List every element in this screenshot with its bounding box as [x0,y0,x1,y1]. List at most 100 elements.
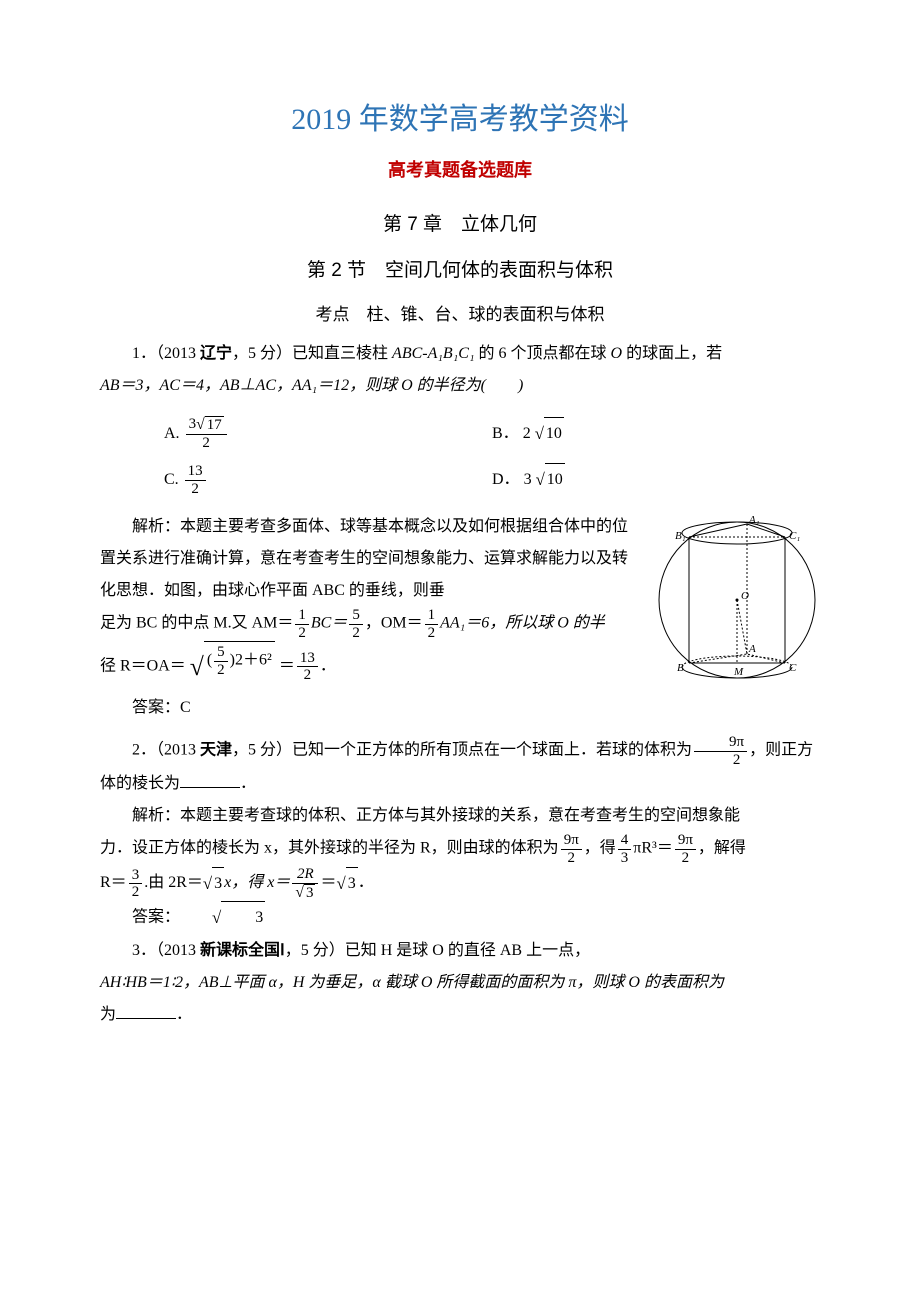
q1-analysis-p1: 解析：本题主要考查多面体、球等基本概念以及如何根据组合体中的位置关系进行准确计算… [100,511,640,607]
topic-heading: 考点 柱、锥、台、球的表面积与体积 [100,298,820,332]
q2-r: 32 [129,867,143,901]
opt-b-label: B． [492,418,519,450]
opt-c-den: 2 [185,481,206,498]
v-d: 2 [561,850,582,867]
opt-c-frac: 13 2 [185,463,206,497]
q2-l3-m1: .由 2R＝ [144,874,203,891]
q2-analysis-p3: R＝32.由 2R＝√3x，得 x＝2R√3＝√3． [100,866,820,901]
q1-analysis-wrap: 解析：本题主要考查多面体、球等基本概念以及如何根据组合体中的位置关系进行准确计算… [100,511,820,607]
bc-d: 2 [349,625,363,642]
q1-m3: AA₁＝6，所以球 O 的半 [440,615,605,632]
lbl-c: C [789,662,797,674]
am-frac: 12 [295,607,309,641]
q3-stem-l3: 为． [100,999,820,1031]
lbl-o: O [741,590,749,602]
q1-option-a: A. 3√17 2 [164,416,492,451]
q1-options: A. 3√17 2 B． 2√10 C. 13 2 D． 3√10 [100,410,820,503]
main-title: 2019 年数学高考教学资料 [100,90,820,150]
xfd: √3 [292,884,318,902]
q2-m2: πR³＝ [633,840,673,857]
q3-stem-l1: 3．（2013 新课标全国Ⅰ，5 分）已知 H 是球 O 的直径 AB 上一点， [100,935,820,967]
q1-option-c: C. 13 2 [164,463,492,497]
bc-n: 5 [349,607,363,625]
q1-option-d: D． 3√10 [492,463,820,497]
q2-l3-pre: R＝ [100,874,127,891]
q2-xf: 2R√3 [292,866,318,901]
q3-stem-l2: AH∶HB＝1∶2，AB⊥平面 α，H 为垂足，α 截球 O 所得截面的面积为 … [100,967,820,999]
om-d: 2 [425,625,439,642]
q1-a2-pre: 足为 BC 的中点 M.又 AM＝ [100,615,293,632]
q1-O: O [611,345,623,362]
om-frac: 12 [425,607,439,641]
s3a: √3 [203,867,224,901]
opt-d-label: D． [492,464,520,496]
q2-vf: 9π2 [561,832,582,866]
chapter-heading: 第 7 章 立体几何 [100,206,820,244]
lbl-m: M [733,666,744,678]
q2-ans-v: 3 [221,901,265,934]
opt-c-label: C. [164,464,179,496]
analysis-label: 解析： [132,518,180,535]
q1-given: AB＝3，AC＝4，AB⊥AC，AA₁＝12，则球 O 的半径为( ) [100,370,820,402]
q1-source: 辽宁 [200,345,232,362]
pow: 2＋6² [235,652,272,669]
opt-a-frac: 3√17 2 [186,416,227,451]
q1-prism: ABC-A₁B₁C₁ [392,345,474,362]
q2-l3-end: ． [358,874,374,891]
q2-pre: 2．（2013 [132,742,200,759]
q2-ana-label: 解析： [132,807,180,824]
eq-n: 13 [297,650,318,668]
if-d: 2 [214,662,228,679]
q1-answer: 答案：C [100,692,820,724]
am-d: 2 [295,625,309,642]
q2-m1: ，得 [584,840,616,857]
q2-ans-sqrt: √3 [180,901,265,935]
v2d: 2 [675,850,696,867]
rn: 3 [129,867,143,885]
rd: 2 [129,884,143,901]
q2-ans-label: 答案： [132,909,180,926]
sphere-prism-diagram: A₁ B₁ C₁ O A B C M [655,515,820,685]
inner-frac: 52 [214,644,228,678]
vf-n: 9π [694,734,747,752]
q1-given-text: AB＝3，AC＝4，AB⊥AC，AA₁＝12，则球 O 的半径为( ) [100,377,523,394]
lbl-a1: A₁ [748,515,760,526]
if-n: 5 [214,644,228,662]
q2-m3: ，解得 [698,840,746,857]
q2-v2: 9π2 [675,832,696,866]
s3av: 3 [212,867,224,900]
q3-l2: AH∶HB＝1∶2，AB⊥平面 α，H 为垂足，α 截球 O 所得截面的面积为 … [100,974,724,991]
q1-period: ． [320,657,336,674]
opt-a-den: 2 [186,435,227,452]
q1-m2: ，OM＝ [365,615,423,632]
q1-t2: 的 6 个顶点都在球 [475,345,611,362]
f43n: 4 [618,832,632,850]
q2-answer: 答案：√3 [100,901,820,935]
v-n: 9π [561,832,582,850]
q1-num: 1．（2013 [132,345,200,362]
s3b: √3 [336,867,357,901]
q2-a2-pre: 力．设正方体的棱长为 x，其外接球的半径为 R，则由球的体积为 [100,840,559,857]
q2-analysis-p1: 解析：本题主要考查球的体积、正方体与其外接球的关系，意在考查考生的空间想象能 [100,800,820,832]
q2-43: 43 [618,832,632,866]
opt-a-label: A. [164,418,180,450]
q3-post: ，5 分）已知 H 是球 O 的直径 AB 上一点， [285,942,590,959]
q1-option-b: B． 2√10 [492,416,820,451]
am-n: 1 [295,607,309,625]
opt-d-sqrt: √10 [536,463,565,497]
q1-ana1: 本题主要考查多面体、球等基本概念以及如何根据组合体中的位置关系进行准确计算，意在… [100,518,628,599]
lbl-c1: C₁ [789,530,800,542]
q1-a3-pre: 径 R＝OA＝ [100,657,186,674]
q1-t3: 的球面上，若 [622,345,722,362]
q2-vol-frac: 9π2 [694,734,747,768]
q1-stem: 1．（2013 辽宁，5 分）已知直三棱柱 ABC-A₁B₁C₁ 的 6 个顶点… [100,338,820,370]
q3-period: ． [176,1006,192,1023]
xfn: 2R [292,866,318,884]
opt-b-sqrt-v: 10 [544,417,564,450]
opt-a-num: 3√17 [186,416,227,435]
eq-d: 2 [297,667,318,684]
sub-title: 高考真题备选题库 [100,152,820,188]
q2-l3-m3: ＝ [320,874,336,891]
q3-pre: 3．（2013 [132,942,200,959]
q1-t1: ，5 分）已知直三棱柱 [232,345,392,362]
